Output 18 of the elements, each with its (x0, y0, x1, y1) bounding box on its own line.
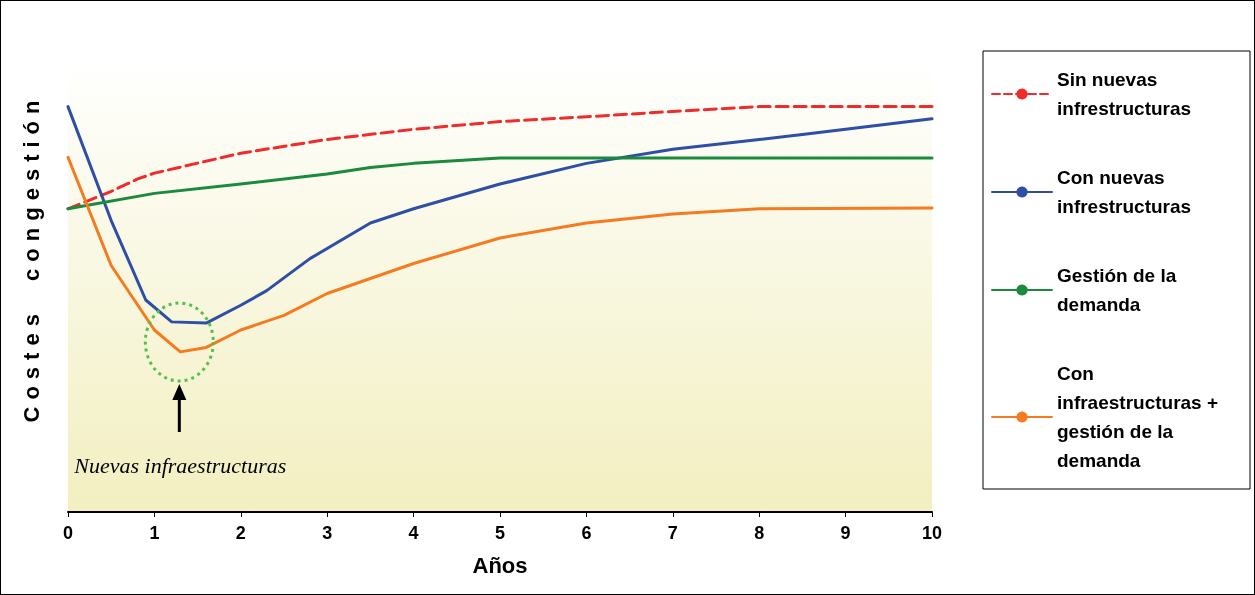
x-tick-label: 4 (408, 523, 419, 543)
x-tick-label: 2 (235, 523, 246, 543)
x-tick-label: 7 (667, 523, 678, 543)
x-tick-label: 10 (921, 523, 943, 543)
x-tick-label: 9 (840, 523, 851, 543)
x-tick-label: 5 (494, 523, 506, 543)
x-tick-label: 6 (581, 523, 592, 543)
x-tick-label: 1 (149, 523, 160, 543)
y-axis-title: Costes congestión (19, 93, 45, 423)
legend-label: Con infraestructuras + gestión de la demanda (1057, 363, 1224, 471)
annotation: Nuevas infraestructuras (73, 452, 287, 478)
legend-label: Gestión de la demanda (1057, 265, 1182, 315)
x-axis-title: Años (472, 552, 528, 578)
x-tick-label: 0 (62, 523, 74, 543)
legend-label: Sin nuevas infrestructuras (1057, 69, 1192, 119)
x-tick-label: 3 (322, 523, 333, 543)
x-tick-label: 8 (754, 523, 765, 543)
legend-label: Con nuevas infrestructuras (1057, 167, 1192, 217)
